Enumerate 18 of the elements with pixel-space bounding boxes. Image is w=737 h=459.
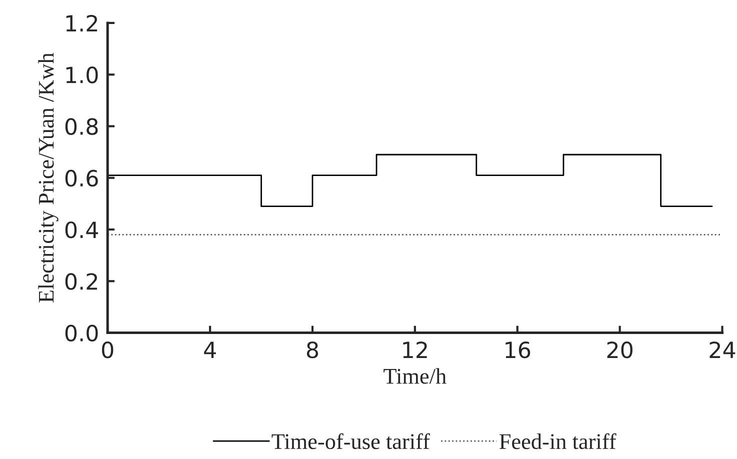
x-tick-label: 4 bbox=[204, 342, 216, 358]
y-tick-label: 1.2 bbox=[66, 14, 98, 32]
x-tick-label: 20 bbox=[607, 342, 632, 358]
y-tick-label: 0.8 bbox=[65, 118, 98, 135]
x-tick-label: 24 bbox=[710, 342, 736, 358]
x-tick-label: 8 bbox=[306, 342, 318, 358]
y-tick-label: 0.2 bbox=[65, 273, 98, 290]
y-axis-title: Electricity Price/Yuan /Kwh bbox=[38, 52, 58, 302]
legend-label: Feed-in tariff bbox=[499, 433, 616, 450]
y-tick-label: 0.4 bbox=[65, 221, 98, 238]
y-tick-label: 0.0 bbox=[65, 324, 98, 342]
y-tick-label: 0.6 bbox=[65, 170, 98, 187]
legend-label: Time-of-use tariff bbox=[272, 433, 430, 450]
x-tick-label: 0 bbox=[102, 342, 114, 358]
x-axis-title: Time/h bbox=[384, 368, 446, 384]
x-tick-label: 12 bbox=[403, 342, 427, 358]
x-tick-label: 16 bbox=[506, 342, 530, 358]
y-tick-label: 1.0 bbox=[66, 66, 98, 84]
